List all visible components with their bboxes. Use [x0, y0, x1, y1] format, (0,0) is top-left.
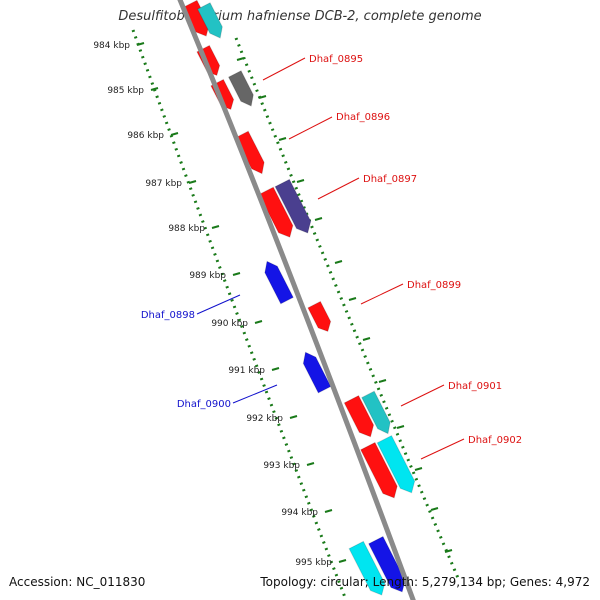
tick-mark [211, 225, 220, 229]
scale-ticks: 984 kbp 985 kbp 986 kbp 987 kbp 988 kbp 989 k… [93, 29, 460, 600]
tick-mark [430, 507, 439, 511]
gene-arrow[interactable] [360, 441, 402, 502]
gene-arrow[interactable] [307, 300, 334, 334]
tick-label: 991 kbp [228, 366, 265, 376]
tick-label: 984 kbp [93, 41, 130, 51]
tick-mark [378, 379, 387, 383]
tick-label: 993 kbp [263, 461, 300, 471]
gene-label[interactable]: Dhaf_0901 [448, 381, 502, 392]
gene-label[interactable]: Dhaf_0896 [336, 112, 390, 123]
label-leader-line [262, 57, 306, 81]
tick-mark [314, 217, 323, 221]
tick-label: 990 kbp [211, 319, 248, 329]
label-leader-line [196, 294, 241, 315]
tick-mark [271, 367, 280, 371]
tick-mark [278, 137, 287, 141]
tick-mark [136, 42, 145, 46]
inner-scale-ring [131, 29, 348, 600]
label-leader-line [420, 438, 465, 460]
tick-label: 994 kbp [281, 508, 318, 518]
tick-label: 992 kbp [246, 414, 283, 424]
tick-label: 988 kbp [168, 224, 205, 234]
label-leader-line [400, 384, 445, 407]
tick-label: 986 kbp [127, 131, 164, 141]
backbone-line [177, 0, 416, 600]
tick-label: 995 kbp [295, 558, 332, 568]
tick-mark [296, 179, 305, 183]
genome-backbone [177, 0, 416, 600]
tick-mark [232, 272, 241, 276]
gene-arrow[interactable] [376, 434, 418, 497]
gene-label[interactable]: Dhaf_0902 [468, 435, 522, 446]
tick-mark [254, 320, 263, 324]
gene-arrow[interactable] [361, 390, 394, 437]
tick-mark [150, 87, 159, 91]
tick-mark [170, 132, 179, 136]
tick-label: 989 kbp [189, 271, 226, 281]
tick-mark [289, 415, 298, 419]
gene-arrow[interactable] [299, 349, 332, 394]
tick-mark [188, 180, 197, 184]
topology-text: Topology: circular; Length: 5,279,134 bp… [260, 575, 590, 589]
tick-mark [362, 337, 371, 341]
tick-mark [444, 549, 453, 553]
tick-mark [258, 95, 267, 99]
accession-text: Accession: NC_011830 [9, 575, 146, 589]
tick-mark [236, 57, 245, 61]
label-leader-line [317, 177, 360, 200]
gene-arrow[interactable] [343, 394, 377, 441]
gene-label[interactable]: Dhaf_0899 [407, 280, 461, 291]
gene-arrow[interactable] [258, 186, 297, 241]
label-leader-line [360, 283, 404, 305]
tick-label: 985 kbp [107, 86, 144, 96]
label-leader-line [288, 116, 333, 140]
gene-arrow[interactable] [261, 258, 294, 305]
tick-mark [324, 509, 333, 513]
tick-mark [348, 297, 357, 301]
tick-mark [338, 559, 347, 563]
gene-arrow[interactable] [196, 2, 227, 41]
gene-arrow[interactable] [348, 540, 389, 598]
tick-label: 987 kbp [145, 179, 182, 189]
tick-mark [414, 467, 423, 471]
gene-label[interactable]: Dhaf_0897 [363, 174, 417, 185]
tick-mark [306, 462, 315, 466]
tick-mark [334, 260, 343, 264]
gene-label[interactable]: Dhaf_0900 [177, 399, 231, 410]
gene-label[interactable]: Dhaf_0898 [141, 310, 195, 321]
tick-mark [396, 425, 405, 429]
gene-labels: Dhaf_0895 Dhaf_0896 Dhaf_0897 Dhaf_0899 Dhaf… [141, 54, 522, 460]
gene-arrow[interactable] [227, 70, 258, 109]
label-leader-line [232, 384, 278, 404]
gene-arrow[interactable] [274, 178, 315, 236]
gene-label[interactable]: Dhaf_0895 [309, 54, 363, 65]
